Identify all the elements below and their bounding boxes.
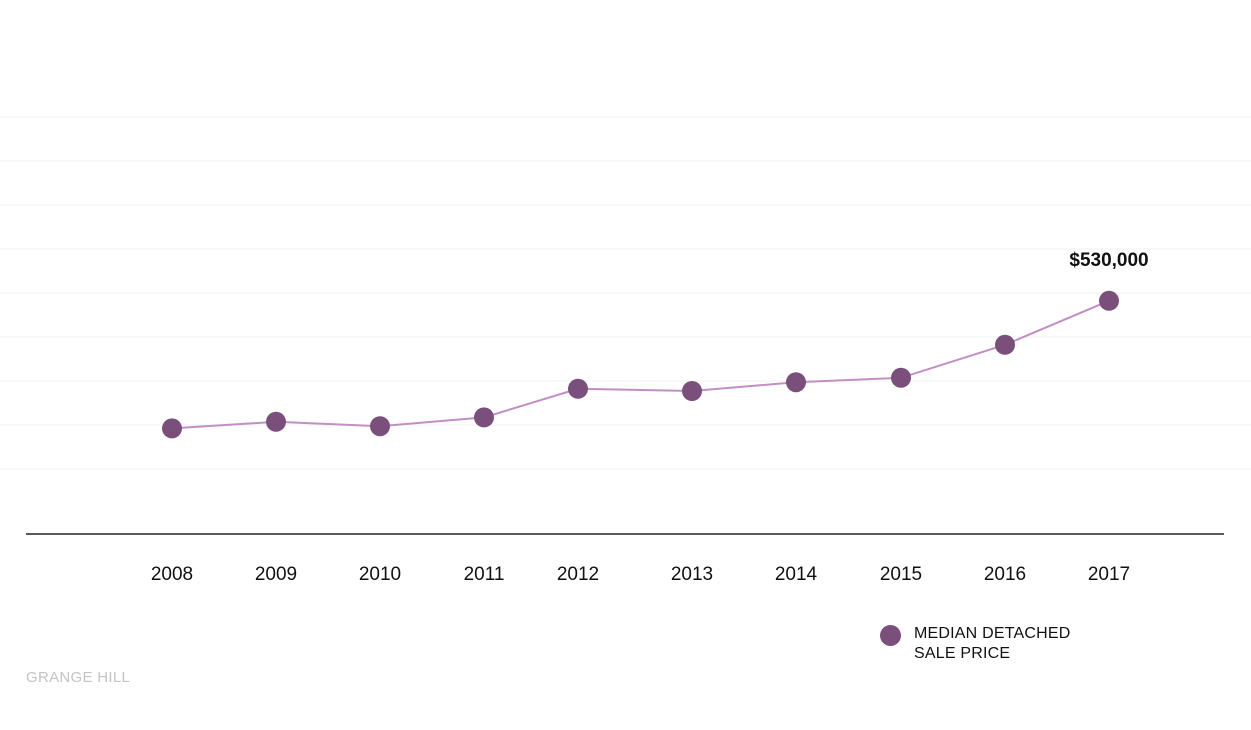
data-point: [266, 411, 286, 432]
x-tick-label: 2011: [464, 564, 505, 585]
x-tick-label: 2010: [359, 564, 401, 585]
legend-marker: [880, 625, 901, 646]
x-tick-label: 2012: [557, 564, 599, 585]
x-tick-label: 2017: [1088, 564, 1130, 585]
x-tick-label: 2014: [775, 564, 818, 585]
gridlines: [0, 116, 1251, 470]
x-tick-label: 2016: [984, 564, 1026, 585]
data-point: [682, 381, 702, 401]
x-tick-labels: 2008 2009 2010 2011 2012 2013 2014 2015 2016 2017: [151, 564, 1130, 585]
data-point: [474, 407, 494, 428]
x-tick-label: 2015: [880, 564, 922, 585]
x-tick-label: 2008: [151, 564, 193, 585]
data-point: [995, 334, 1015, 355]
legend: MEDIAN DETACHED SALE PRICE: [880, 624, 1104, 664]
series-line-group: [171, 299, 1110, 430]
data-point: [1099, 290, 1119, 311]
series-line: [171, 299, 1110, 430]
data-point: [891, 367, 911, 388]
x-tick-label: 2009: [255, 564, 297, 585]
x-tick-label: 2013: [671, 564, 713, 585]
data-point: [568, 378, 588, 399]
data-points: [162, 290, 1119, 439]
data-point: [162, 418, 182, 439]
brand-label: GRANGE HILL: [26, 669, 131, 686]
legend-label: MEDIAN DETACHED SALE PRICE: [914, 625, 1071, 662]
value-annotation: $530,000: [1069, 250, 1148, 271]
data-point: [786, 372, 806, 393]
data-point: [370, 416, 390, 437]
